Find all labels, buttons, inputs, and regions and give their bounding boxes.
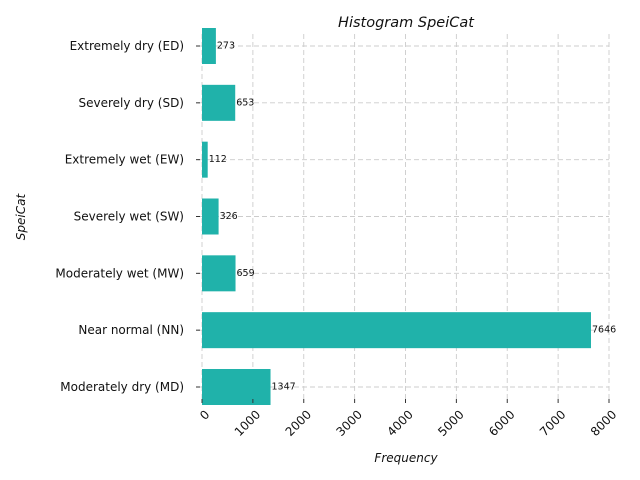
x-tick-label: 0 <box>197 407 212 422</box>
x-axis-label: Frequency <box>374 451 438 465</box>
bar <box>202 369 271 405</box>
chart-title: Histogram SpeiCat <box>338 15 475 31</box>
x-tick-label: 8000 <box>588 407 619 438</box>
bar <box>202 255 236 292</box>
y-axis-label: SpeiCat <box>14 193 28 241</box>
x-tick-label: 5000 <box>435 407 466 438</box>
x-tick-label: 1000 <box>232 407 263 438</box>
data-label: 326 <box>220 211 238 222</box>
y-tick-label: Severely dry (SD) <box>79 96 184 110</box>
x-tick-label: 4000 <box>384 407 415 438</box>
y-tick-label: Near normal (NN) <box>78 323 184 337</box>
bar <box>202 312 591 349</box>
y-tick-label: Moderately dry (MD) <box>60 380 184 394</box>
data-label: 273 <box>217 41 235 52</box>
y-axis-ticks: Extremely dry (ED) Severely dry (SD) Extre… <box>55 39 200 394</box>
y-tick-label: Severely wet (SW) <box>74 210 184 224</box>
y-tick-label: Moderately wet (MW) <box>55 266 184 280</box>
x-tick-label: 2000 <box>283 407 314 438</box>
x-tick-label: 7000 <box>537 407 568 438</box>
data-label: 7646 <box>592 325 616 336</box>
data-label: 1347 <box>272 382 296 393</box>
bar <box>202 84 236 121</box>
bar <box>202 141 208 178</box>
x-tick-label: 6000 <box>486 407 517 438</box>
data-label: 653 <box>236 97 254 108</box>
x-tick-label: 3000 <box>333 407 364 438</box>
data-label: 112 <box>209 154 227 165</box>
y-tick-label: Extremely dry (ED) <box>70 39 184 53</box>
data-label: 659 <box>237 268 255 279</box>
bar <box>202 28 216 64</box>
bars <box>202 28 591 405</box>
y-tick-label: Extremely wet (EW) <box>65 153 184 167</box>
bar <box>202 198 219 235</box>
data-labels: 273 653 112 326 659 7646 1347 <box>209 41 616 393</box>
